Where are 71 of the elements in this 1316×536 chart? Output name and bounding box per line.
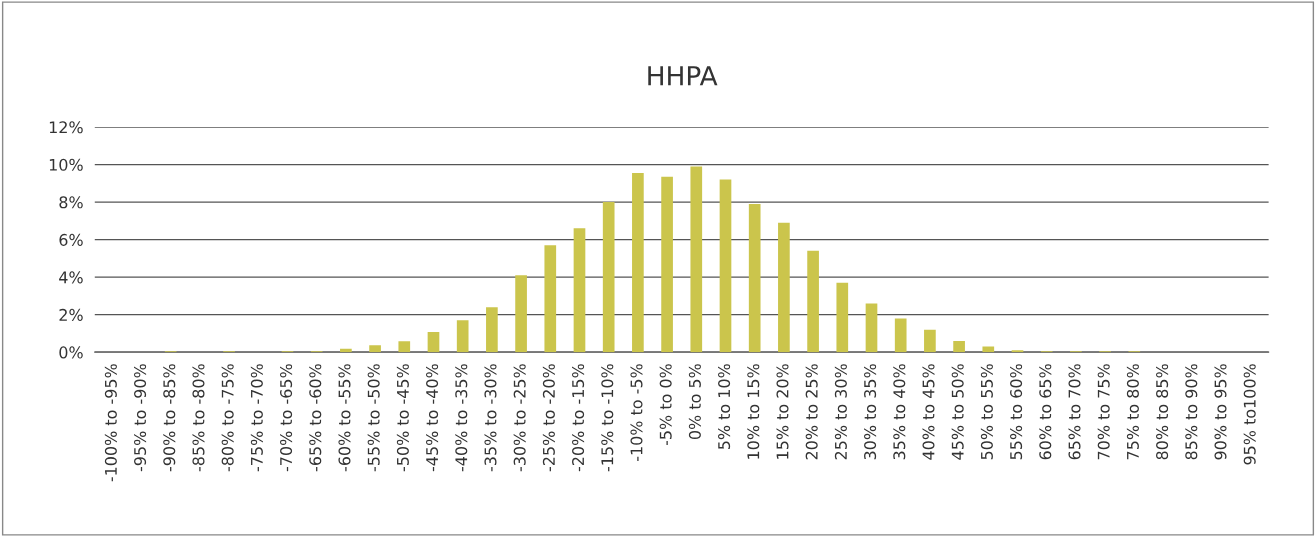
bar xyxy=(748,203,761,353)
x-tick-label: 10% to 15% xyxy=(747,364,760,459)
chart-title: HHPA xyxy=(648,66,718,86)
x-tick-label: -65% to -60% xyxy=(309,364,322,472)
y-tick-label: 0% xyxy=(59,346,83,359)
bar xyxy=(953,340,965,353)
x-tick-label: -100% to -95% xyxy=(104,364,117,482)
bar xyxy=(602,202,615,353)
x-tick-label: 65% to 70% xyxy=(1068,364,1081,460)
x-tick-label: -85% to -80% xyxy=(192,364,205,472)
x-tick-label: -45% to -40% xyxy=(426,364,439,472)
x-tick-label: -35% to -30% xyxy=(484,364,497,472)
x-tick-label: -90% to -85% xyxy=(163,364,176,472)
x-tick-label: -50% to -45% xyxy=(396,364,409,472)
x-tick-label: -20% to -15% xyxy=(572,364,585,472)
bar xyxy=(632,172,644,353)
y-tick-label: 8% xyxy=(59,196,83,209)
x-tick-label: 25% to 30% xyxy=(834,364,847,460)
bar xyxy=(486,307,498,353)
bar xyxy=(340,348,352,353)
x-tick-label: 30% to 35% xyxy=(864,364,877,460)
x-tick-label: -60% to -55% xyxy=(338,364,351,472)
bar xyxy=(690,166,703,353)
bar xyxy=(865,303,878,353)
x-tick-label: 60% to 65% xyxy=(1039,364,1052,460)
x-tick-label: -25% to -20% xyxy=(542,364,555,472)
bar xyxy=(515,275,527,353)
x-tick-label: 75% to 80% xyxy=(1126,364,1139,460)
y-tick-label: 12% xyxy=(49,121,83,134)
x-tick-label: 40% to 45% xyxy=(922,364,935,460)
x-tick-label: 80% to 85% xyxy=(1156,364,1169,460)
x-tick-label: 0% to 5% xyxy=(688,364,701,440)
x-tick-label: 50% to 55% xyxy=(980,364,993,460)
bar xyxy=(427,331,440,353)
x-tick-label: 15% to 20% xyxy=(776,364,789,459)
bar xyxy=(894,318,907,353)
bar xyxy=(924,329,936,353)
x-tick-label: -30% to -25% xyxy=(513,364,526,472)
x-tick-label: -80% to -75% xyxy=(221,364,234,472)
bar xyxy=(456,320,469,353)
x-tick-label: -55% to -50% xyxy=(367,364,380,472)
x-tick-label: 35% to 40% xyxy=(893,364,906,460)
x-tick-label: 20% to 25% xyxy=(805,364,818,460)
bar xyxy=(982,346,995,353)
bar xyxy=(544,245,557,353)
x-tick-label: 55% to 60% xyxy=(1010,364,1023,460)
x-tick-label: -15% to -10% xyxy=(601,364,614,472)
x-tick-label: 95% to100% xyxy=(1243,364,1256,465)
y-tick-label: 10% xyxy=(49,158,83,171)
x-tick-label: -95% to -90% xyxy=(134,364,147,472)
x-tick-label: -75% to -70% xyxy=(250,364,263,472)
bar xyxy=(836,282,849,353)
x-tick-label: -10% to -5% xyxy=(630,364,643,462)
bar xyxy=(398,341,411,353)
bar xyxy=(807,250,819,353)
x-tick-label: 45% to 50% xyxy=(951,364,964,460)
x-tick-label: 85% to 90% xyxy=(1185,364,1198,460)
x-tick-label: -5% to 0% xyxy=(659,364,672,446)
x-tick-label: 70% to 75% xyxy=(1097,364,1110,460)
y-tick-label: 2% xyxy=(59,308,83,321)
bar xyxy=(369,345,381,353)
bar xyxy=(573,228,586,353)
y-tick-label: 6% xyxy=(59,233,83,246)
x-tick-label: 5% to 10% xyxy=(718,364,731,450)
y-tick-label: 4% xyxy=(59,271,83,284)
x-tick-label: 90% to 95% xyxy=(1214,364,1227,460)
bar xyxy=(661,176,673,353)
x-tick-label: -70% to -65% xyxy=(280,364,293,472)
bar xyxy=(778,222,790,353)
bar xyxy=(719,179,732,353)
x-tick-label: -40% to -35% xyxy=(455,364,468,472)
